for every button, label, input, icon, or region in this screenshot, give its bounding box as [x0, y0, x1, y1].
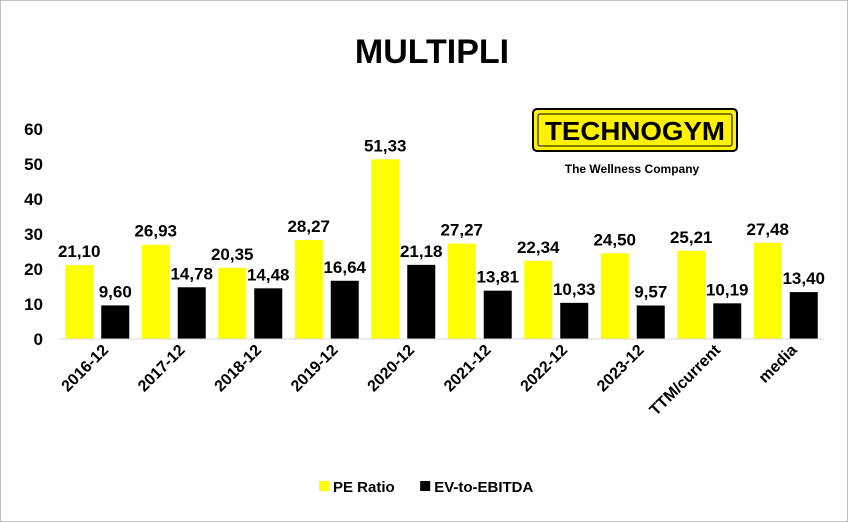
- legend: PE Ratio EV-to-EBITDA: [319, 479, 534, 496]
- pe-ratio-bar: [447, 243, 476, 339]
- pe-ratio-bar: [677, 250, 706, 339]
- ev-ebitda-value-label: 14,78: [170, 264, 213, 283]
- ev-ebitda-bar: [407, 264, 436, 339]
- legend-label-pe-ratio: PE Ratio: [333, 479, 395, 496]
- logo-wordmark: TECHNOGYM: [545, 116, 725, 146]
- pe-ratio-bar: [524, 260, 553, 339]
- pe-ratio-bar: [294, 240, 323, 339]
- pe-ratio-bar: [65, 265, 94, 339]
- pe-ratio-value-label: 27,48: [746, 220, 789, 239]
- pe-ratio-value-label: 22,34: [517, 238, 560, 257]
- x-tick-label: TTM/current: [647, 341, 725, 419]
- bars: [65, 159, 818, 339]
- ev-ebitda-value-label: 9,57: [634, 283, 667, 302]
- logo-badge-inner: [537, 113, 733, 147]
- x-tick-label: 2021-12: [441, 342, 495, 396]
- x-tick-label: 2020-12: [365, 342, 419, 396]
- ev-ebitda-value-label: 10,19: [706, 280, 749, 299]
- pe-ratio-value-label: 51,33: [364, 136, 407, 155]
- x-tick-label: media: [756, 342, 801, 387]
- pe-ratio-value-label: 24,50: [593, 230, 636, 249]
- ev-ebitda-value-label: 13,81: [476, 268, 519, 287]
- ev-ebitda-value-label: 9,60: [99, 282, 132, 301]
- ev-ebitda-value-label: 16,64: [323, 258, 366, 277]
- pe-ratio-value-label: 21,10: [58, 242, 101, 261]
- ev-ebitda-bar: [789, 292, 818, 339]
- pe-ratio-value-label: 20,35: [211, 245, 254, 264]
- x-tick-label: 2016-12: [59, 342, 113, 396]
- ev-ebitda-value-label: 21,18: [400, 242, 443, 261]
- ev-ebitda-bar: [636, 305, 665, 339]
- ev-ebitda-bar: [560, 302, 589, 339]
- y-tick-label: 20: [24, 260, 43, 279]
- pe-ratio-value-label: 28,27: [287, 217, 330, 236]
- ev-ebitda-bar: [101, 305, 130, 339]
- ev-ebitda-bar: [254, 288, 283, 339]
- x-tick-label: 2018-12: [212, 342, 266, 396]
- x-tick-label: 2022-12: [518, 342, 572, 396]
- x-tick-label: 2023-12: [594, 342, 648, 396]
- pe-ratio-bar: [753, 242, 782, 339]
- x-tick-label: 2019-12: [288, 342, 342, 396]
- technogym-logo: TECHNOGYM The Wellness Company: [532, 108, 738, 176]
- legend-label-ev-ebitda: EV-to-EBITDA: [434, 479, 533, 496]
- ev-ebitda-value-label: 14,48: [247, 265, 290, 284]
- pe-ratio-value-label: 26,93: [134, 222, 177, 241]
- x-tick-label: 2017-12: [135, 342, 189, 396]
- chart-title: MULTIPLI: [355, 33, 509, 71]
- y-tick-label: 0: [34, 330, 43, 349]
- ev-ebitda-bar: [483, 290, 512, 339]
- pe-ratio-bar: [600, 253, 629, 339]
- pe-ratio-bar: [218, 267, 247, 339]
- logo-tagline: The Wellness Company: [565, 162, 700, 176]
- legend-swatch-pe-ratio: [319, 481, 329, 491]
- legend-swatch-ev-ebitda: [420, 481, 431, 491]
- ev-ebitda-bar: [330, 280, 359, 339]
- pe-ratio-bar: [371, 159, 400, 339]
- pe-ratio-value-label: 25,21: [670, 228, 713, 247]
- y-axis: 0 10 20 30 40 50 60: [24, 120, 43, 349]
- ev-ebitda-value-label: 13,40: [782, 269, 825, 288]
- y-tick-label: 30: [24, 225, 43, 244]
- ev-ebitda-bar: [713, 303, 742, 339]
- y-tick-label: 10: [24, 295, 43, 314]
- y-tick-label: 50: [24, 155, 43, 174]
- y-tick-label: 60: [24, 120, 43, 139]
- pe-ratio-bar: [141, 244, 170, 339]
- y-tick-label: 40: [24, 190, 43, 209]
- pe-ratio-value-label: 27,27: [440, 221, 483, 240]
- ev-ebitda-bar: [177, 287, 206, 339]
- ev-ebitda-value-label: 10,33: [553, 280, 596, 299]
- x-axis: 2016-12 2017-12 2018-12 2019-12 2020-12 2021-…: [59, 338, 824, 419]
- logo-badge: [532, 108, 738, 152]
